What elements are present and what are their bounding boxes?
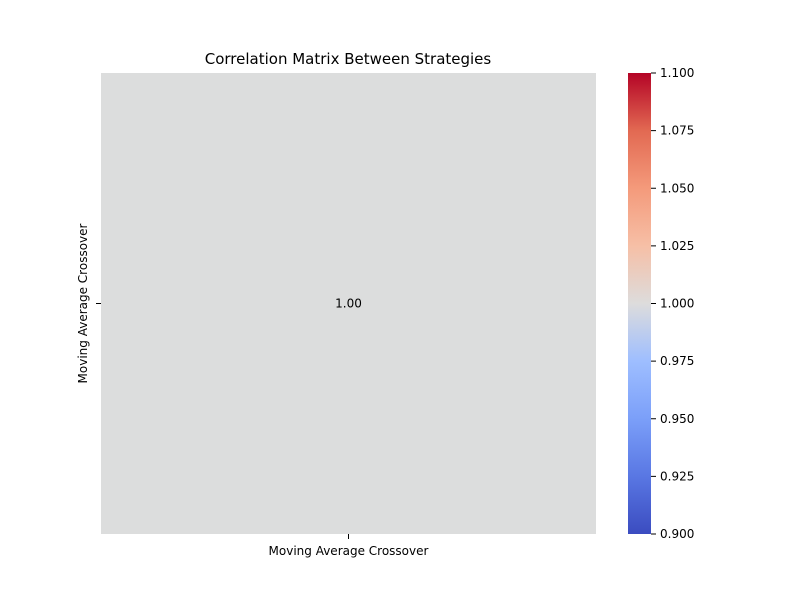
colorbar-tick-label: 1.000 [660,297,694,311]
colorbar-ticks: 0.900 0.925 0.950 0.975 1.000 1.025 1.050 1.075… [651,66,694,541]
x-tick-label: Moving Average Crossover [269,544,429,558]
chart-title: Correlation Matrix Between Strategies [205,50,492,68]
cell-value-label: 1.00 [335,297,362,311]
colorbar-tick-label: 0.900 [660,527,694,541]
colorbar-tick-label: 0.925 [660,469,694,483]
y-axis: Moving Average Crossover [76,223,101,383]
colorbar-tick-label: 0.975 [660,354,694,368]
x-axis: Moving Average Crossover [269,534,429,558]
y-tick-label: Moving Average Crossover [76,223,90,383]
colorbar-tick-label: 1.050 [660,181,694,195]
heatmap-cell [101,73,596,534]
colorbar-tick-label: 1.100 [660,66,694,80]
colorbar: 0.900 0.925 0.950 0.975 1.000 1.025 1.050 1.075… [628,66,694,541]
colorbar-gradient [628,73,651,534]
heatmap-cells: 1.00 [101,73,596,534]
colorbar-tick-label: 1.075 [660,124,694,138]
colorbar-tick-label: 1.025 [660,239,694,253]
colorbar-tick-label: 0.950 [660,412,694,426]
